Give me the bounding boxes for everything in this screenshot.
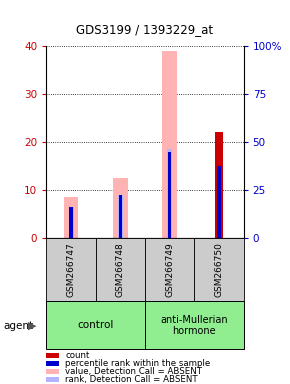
Bar — [69, 207, 73, 238]
Text: GDS3199 / 1393229_at: GDS3199 / 1393229_at — [77, 23, 213, 36]
Bar — [145, 238, 194, 301]
Text: control: control — [77, 320, 114, 331]
Bar — [46, 238, 96, 301]
Text: GSM266747: GSM266747 — [66, 242, 76, 297]
Text: ▶: ▶ — [28, 321, 36, 331]
Bar — [68, 207, 74, 238]
Text: percentile rank within the sample: percentile rank within the sample — [65, 359, 211, 368]
Bar — [215, 132, 223, 238]
Bar — [46, 301, 145, 349]
Bar — [64, 197, 78, 238]
Bar — [217, 166, 221, 238]
Bar — [145, 301, 244, 349]
Bar — [113, 178, 128, 238]
Text: agent: agent — [3, 321, 33, 331]
Bar — [168, 152, 171, 238]
Bar — [118, 195, 123, 238]
Text: GSM266749: GSM266749 — [165, 242, 174, 297]
Bar — [167, 149, 172, 238]
Text: GSM266750: GSM266750 — [214, 242, 224, 297]
Bar — [162, 51, 177, 238]
Text: count: count — [65, 351, 90, 360]
Text: anti-Mullerian
hormone: anti-Mullerian hormone — [160, 314, 228, 336]
Text: GSM266748: GSM266748 — [116, 242, 125, 297]
Bar — [119, 195, 122, 238]
Text: value, Detection Call = ABSENT: value, Detection Call = ABSENT — [65, 367, 202, 376]
Text: rank, Detection Call = ABSENT: rank, Detection Call = ABSENT — [65, 375, 198, 384]
Bar — [194, 238, 244, 301]
Bar — [96, 238, 145, 301]
